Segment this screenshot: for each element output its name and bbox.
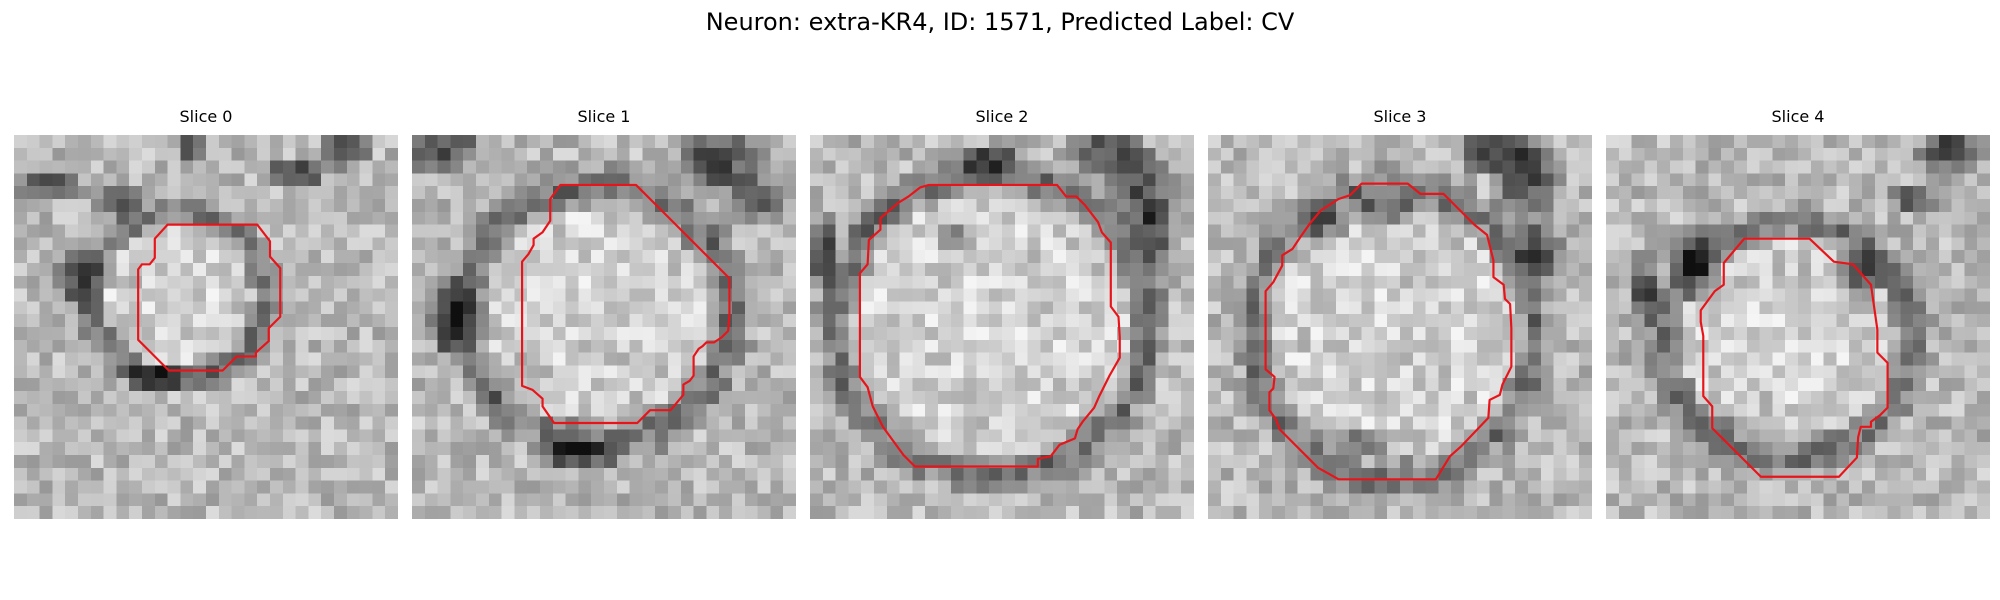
- neuron-contour: [1699, 237, 1889, 478]
- neuron-contour-overlay: [137, 223, 282, 372]
- neuron-contour: [858, 183, 1121, 468]
- neuron-contour: [137, 223, 282, 372]
- neuron-contour: [1264, 182, 1513, 481]
- slice-image: [412, 135, 796, 519]
- slice-title: Slice 4: [1771, 107, 1825, 126]
- slice-image: [1208, 135, 1592, 519]
- figure-title: Neuron: extra-KR4, ID: 1571, Predicted L…: [705, 8, 1295, 36]
- neuron-contour-overlay: [1264, 182, 1513, 481]
- neuron-contour: [520, 183, 731, 425]
- slice-title: Slice 2: [975, 107, 1029, 126]
- slice-title: Slice 0: [179, 107, 233, 126]
- neuron-contour-overlay: [520, 183, 731, 425]
- slice-image: [810, 135, 1194, 519]
- neuron-contour-overlay: [1699, 237, 1889, 478]
- slice-image: [1606, 135, 1990, 519]
- slice-title: Slice 3: [1373, 107, 1427, 126]
- neuron-contour-overlay: [858, 183, 1121, 468]
- slice-image: [14, 135, 398, 519]
- slice-title: Slice 1: [577, 107, 631, 126]
